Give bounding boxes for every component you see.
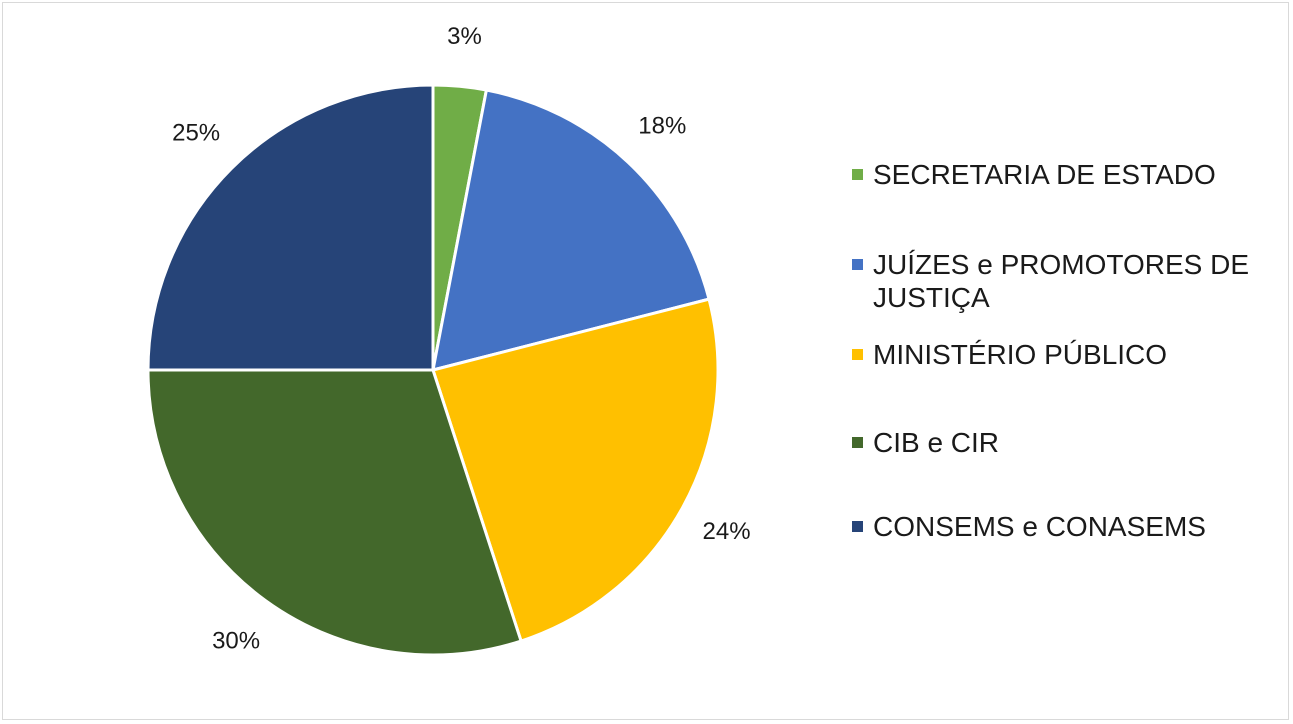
data-label: 25%: [172, 120, 220, 147]
legend-label: MINISTÉRIO PÚBLICO: [873, 339, 1168, 370]
pie-data-labels: 3% 18% 24% 30% 25%: [172, 23, 750, 655]
data-label: 30%: [212, 628, 260, 655]
legend-swatch: [852, 259, 863, 270]
pie-slice: [431, 297, 720, 643]
pie-slice: [431, 88, 711, 372]
legend-swatch: [852, 349, 863, 360]
legend-item: SECRETARIA DE ESTADO: [852, 158, 1273, 191]
legend-swatch: [852, 521, 863, 532]
legend-label: CONSEMS e CONASEMS: [873, 511, 1206, 542]
legend-label: CIB e CIR: [873, 427, 1000, 458]
data-label: 3%: [447, 23, 482, 50]
legend-item: JUÍZES e PROMOTORES DE JUSTIÇA: [852, 248, 1293, 314]
pie-slices: [146, 83, 720, 657]
pie-slice: [146, 83, 435, 372]
legend-item: CIB e CIR: [852, 426, 1273, 459]
legend-item: CONSEMS e CONASEMS: [852, 510, 1273, 543]
legend-item: MINISTÉRIO PÚBLICO: [852, 338, 1273, 371]
legend-swatch: [852, 169, 863, 180]
legend-swatch: [852, 437, 863, 448]
legend-label: SECRETARIA DE ESTADO: [873, 159, 1216, 190]
pie-slice: [146, 368, 523, 657]
legend-label: JUÍZES e PROMOTORES DE JUSTIÇA: [873, 249, 1249, 313]
data-label: 24%: [703, 518, 751, 545]
data-label: 18%: [638, 112, 686, 139]
